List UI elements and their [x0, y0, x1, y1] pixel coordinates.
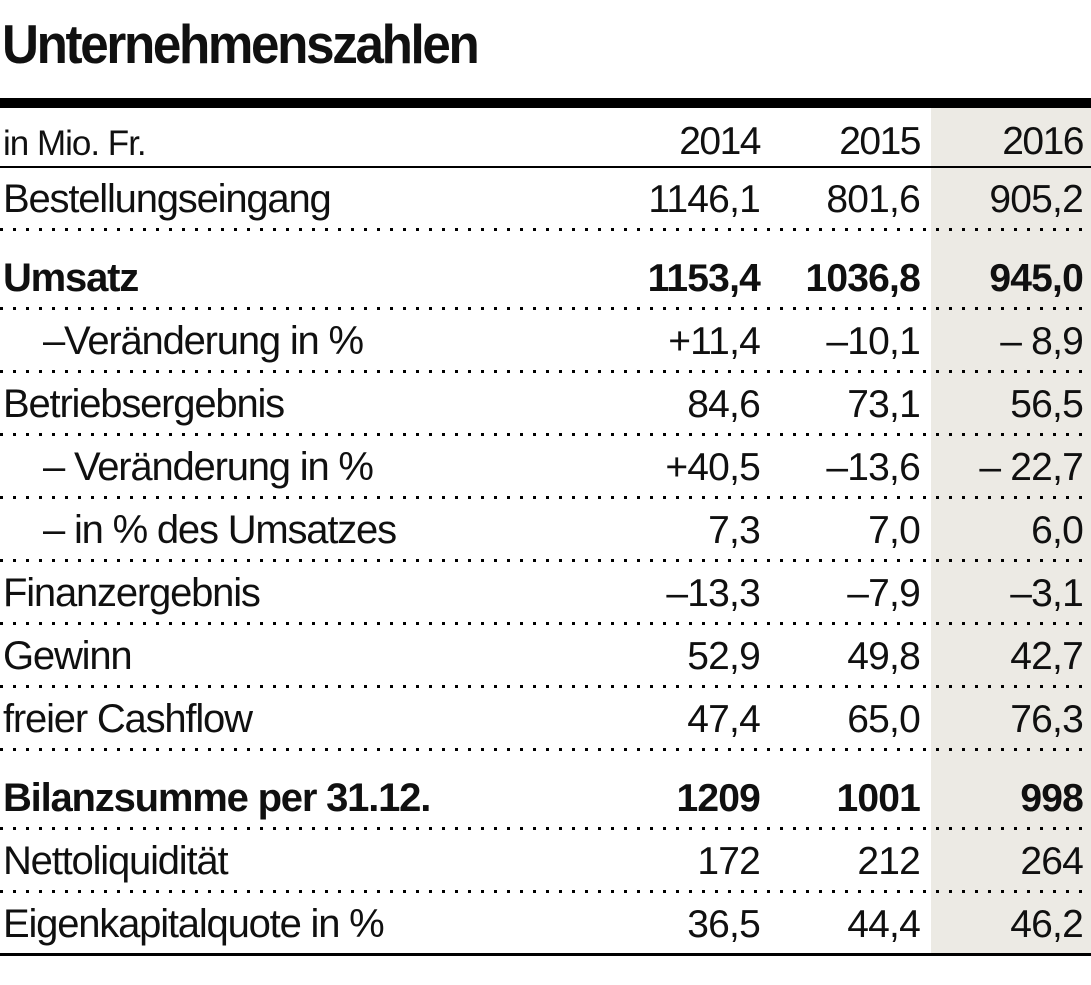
table-row: Bestellungseingang 1146,1 801,6 905,2	[0, 168, 1091, 228]
row-divider	[0, 890, 1091, 893]
value-2014: 1209	[676, 777, 760, 820]
row-label: – Veränderung in %	[43, 445, 374, 489]
row-label: Nettoliquidität	[3, 839, 229, 883]
value-2015: 44,4	[847, 903, 921, 946]
table-body: Bestellungseingang 1146,1 801,6 905,2 Umsatz…	[0, 168, 1091, 953]
value-2015: –10,1	[826, 320, 920, 363]
row-label: Betriebsergebnis	[3, 382, 285, 426]
row-label: Finanzergebnis	[3, 571, 261, 615]
value-2015: 49,8	[847, 635, 921, 678]
table-row: Finanzergebnis –13,3 –7,9 –3,1	[0, 562, 1091, 622]
value-2015: 73,1	[847, 383, 921, 426]
page-title: Unternehmenszahlen	[2, 13, 480, 75]
value-2015: 1036,8	[805, 257, 921, 300]
value-2015: 7,0	[868, 509, 921, 552]
row-divider	[0, 370, 1091, 373]
value-2014: 1146,1	[648, 178, 760, 221]
value-2014: 1153,4	[647, 257, 761, 300]
value-2014: +40,5	[665, 446, 760, 489]
value-2016: 6,0	[1031, 509, 1084, 552]
highlighted-2016-column-background	[931, 108, 1091, 956]
unit-label: in Mio. Fr.	[3, 124, 147, 163]
value-2016: 905,2	[989, 178, 1083, 221]
value-2016: 56,5	[1010, 383, 1084, 426]
row-divider	[0, 496, 1091, 499]
table-row: Betriebsergebnis 84,6 73,1 56,5	[0, 373, 1091, 433]
value-2014: 84,6	[687, 383, 761, 426]
row-divider	[0, 228, 1091, 231]
value-2016: 998	[1020, 777, 1083, 820]
row-label: Bestellungseingang	[3, 177, 332, 221]
table-row: – Veränderung in % +40,5 –13,6 – 22,7	[0, 436, 1091, 496]
row-label: freier Cashflow	[3, 697, 253, 741]
value-2014: 47,4	[687, 698, 761, 741]
table-row: Bilanzsumme per 31.12. 1209 1001 998	[0, 751, 1091, 827]
row-divider	[0, 685, 1091, 688]
value-2014: 36,5	[687, 903, 761, 946]
value-2016: 264	[1020, 840, 1083, 883]
value-2015: –13,6	[826, 446, 920, 489]
row-divider	[0, 433, 1091, 436]
row-label: – in % des Umsatzes	[43, 508, 397, 552]
row-label: Gewinn	[3, 634, 133, 678]
row-label: Bilanzsumme per 31.12.	[3, 776, 431, 820]
row-divider	[0, 827, 1091, 830]
bottom-rule	[0, 953, 1091, 956]
value-2016: – 8,9	[1000, 320, 1084, 363]
table-row: Gewinn 52,9 49,8 42,7	[0, 625, 1091, 685]
value-2015: 65,0	[847, 698, 921, 741]
column-header-2015: 2015	[839, 120, 921, 163]
table-row: – in % des Umsatzes 7,3 7,0 6,0	[0, 499, 1091, 559]
value-2016: 46,2	[1010, 903, 1084, 946]
row-label: Eigenkapitalquote in %	[3, 902, 385, 946]
row-divider	[0, 559, 1091, 562]
row-label: –Veränderung in %	[43, 319, 364, 363]
title-divider-rule	[0, 98, 1091, 108]
table-header-row: in Mio. Fr. 2014 2015 2016	[0, 108, 1091, 166]
column-header-2014: 2014	[679, 120, 761, 163]
table-row: –Veränderung in % +11,4 –10,1 – 8,9	[0, 310, 1091, 370]
table-row: freier Cashflow 47,4 65,0 76,3	[0, 688, 1091, 748]
row-divider	[0, 622, 1091, 625]
value-2014: +11,4	[668, 320, 761, 363]
value-2016: 42,7	[1010, 635, 1084, 678]
value-2016: – 22,7	[979, 446, 1083, 489]
value-2016: –3,1	[1010, 572, 1084, 615]
column-header-2016: 2016	[1002, 120, 1084, 163]
value-2015: 801,6	[826, 178, 920, 221]
value-2015: 212	[857, 840, 920, 883]
value-2014: 52,9	[687, 635, 761, 678]
row-divider	[0, 748, 1091, 751]
value-2014: –13,3	[666, 572, 760, 615]
value-2015: –7,9	[847, 572, 921, 615]
value-2014: 172	[697, 840, 760, 883]
value-2016: 945,0	[989, 257, 1083, 300]
table-row: Nettoliquidität 172 212 264	[0, 830, 1091, 890]
row-label: Umsatz	[3, 256, 139, 300]
value-2015: 1001	[836, 777, 920, 820]
table-row: Eigenkapitalquote in % 36,5 44,4 46,2	[0, 893, 1091, 953]
value-2014: 7,3	[708, 509, 761, 552]
table-row: Umsatz 1153,4 1036,8 945,0	[0, 231, 1091, 307]
value-2016: 76,3	[1010, 698, 1084, 741]
header-divider-rule	[0, 166, 1091, 168]
row-divider	[0, 307, 1091, 310]
